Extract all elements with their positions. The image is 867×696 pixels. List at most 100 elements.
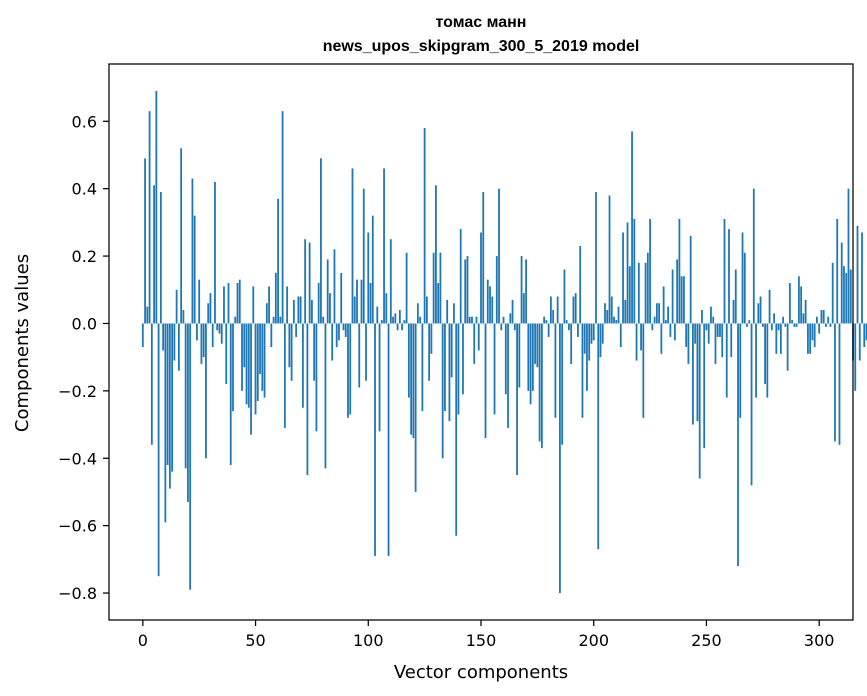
bar-152 [484,323,487,439]
bar-283 [779,323,782,354]
y-tick-label: −0.8 [58,584,97,603]
bar-44 [241,323,243,391]
bar-34 [218,323,221,334]
bar-109 [387,323,390,556]
bar-150 [480,232,482,324]
bar-30 [209,293,212,324]
bar-5 [153,185,155,324]
bar-269 [748,320,751,324]
bar-121 [414,323,417,492]
bar-301 [820,309,823,324]
bar-278 [768,289,771,324]
chart-title-line1: томас манн [436,14,527,31]
bar-158 [498,188,500,324]
bar-139 [455,323,458,536]
bar-182 [552,309,555,324]
bar-288 [791,320,794,324]
bar-203 [599,323,602,358]
bar-75 [311,299,313,324]
x-tick-label: 300 [804,631,835,650]
bar-287 [788,283,791,324]
bar-11 [166,323,169,465]
bar-115 [401,323,403,331]
bar-126 [425,296,428,324]
bar-294 [804,299,807,324]
bar-21 [189,323,192,590]
bar-262 [732,299,735,324]
bar-189 [568,323,570,331]
bar-146 [471,316,473,324]
bar-240 [683,276,685,324]
bar-119 [410,323,413,435]
bar-239 [680,276,683,324]
bar-54 [263,323,266,398]
bar-285 [784,323,787,327]
bar-156 [493,323,496,415]
bar-137 [450,323,453,378]
y-tick-label: 0.2 [72,247,97,266]
bar-321 [865,323,867,341]
bar-260 [728,229,730,324]
bar-208 [610,296,613,324]
bar-7 [157,323,160,577]
bar-87 [338,323,340,341]
bar-163 [509,313,512,324]
bar-280 [773,313,775,324]
bar-194 [579,245,582,324]
bar-176 [538,323,541,442]
bar-191 [572,296,575,324]
bar-37 [225,323,228,385]
bar-111 [392,316,394,324]
bar-205 [604,303,606,324]
bar-225 [649,219,651,324]
bar-78 [317,283,320,324]
bar-131 [437,283,440,324]
bar-309 [838,323,841,445]
bar-292 [800,286,803,324]
bar-320 [863,323,866,348]
bar-202 [597,323,600,550]
bar-153 [486,279,489,324]
bar-237 [676,259,679,324]
bar-267 [743,252,746,324]
bar-100 [367,232,370,324]
bar-143 [464,259,467,324]
bar-192 [574,293,577,324]
bar-9 [162,323,165,351]
bar-264 [737,323,739,567]
bar-316 [854,323,857,391]
bar-272 [755,323,757,398]
bar-279 [770,323,773,331]
bar-133 [441,323,444,459]
bar-112 [394,313,397,324]
bar-43 [238,279,241,324]
bar-90 [344,323,347,337]
bar-310 [840,242,843,324]
bar-246 [696,323,699,422]
bar-186 [561,323,564,445]
bar-16 [177,323,180,371]
bar-268 [746,323,748,327]
bar-174 [534,323,537,364]
bar-218 [633,219,636,324]
bar-42 [236,283,239,324]
bar-124 [421,323,424,412]
bar-282 [777,323,780,331]
bar-0 [141,323,144,348]
bar-171 [527,323,530,391]
bar-273 [757,303,760,324]
bar-187 [563,269,566,324]
bar-57 [270,323,273,348]
bar-290 [795,323,798,327]
bar-308 [836,219,839,324]
bar-59 [274,272,277,324]
bar-117 [405,252,408,324]
bar-233 [667,306,670,324]
bar-199 [590,323,593,344]
bar-210 [615,320,618,324]
bar-242 [687,323,690,364]
bar-110 [389,239,392,324]
bar-155 [491,296,494,324]
bar-92 [349,323,352,415]
bar-99 [365,323,367,381]
